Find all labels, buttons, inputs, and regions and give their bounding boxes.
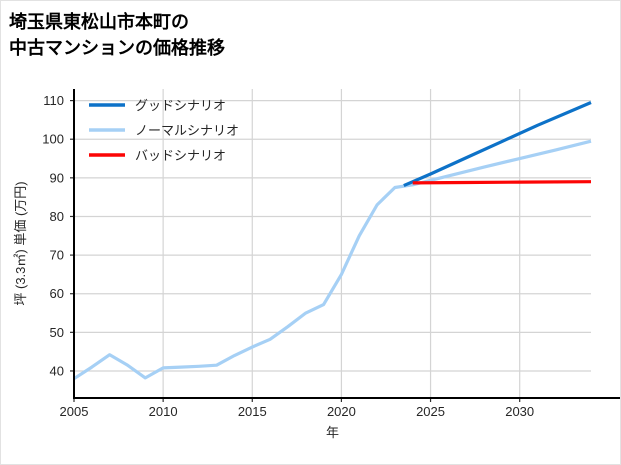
legend-label-2: バッドシナリオ	[135, 148, 226, 163]
y-axis-ticks: 40 50 60 70 80 90 100 110	[42, 93, 74, 378]
x-axis-ticks: 2005 2010 2015 2020 2025 2030	[60, 398, 534, 419]
y-tick-label: 40	[50, 363, 64, 378]
x-axis-label: 年	[326, 425, 339, 440]
x-tick-label: 2025	[416, 404, 445, 419]
y-tick-label: 110	[43, 93, 64, 108]
y-tick-label: 90	[50, 170, 64, 185]
y-axis-label: 坪 (3.3㎡) 単価 (万円)	[13, 181, 28, 305]
y-tick-label: 70	[50, 248, 64, 263]
y-tick-label: 50	[50, 325, 64, 340]
page-title: 埼玉県東松山市本町の 中古マンションの価格推移	[9, 12, 225, 59]
x-tick-label: 2030	[505, 404, 534, 419]
series-line-1	[73, 139, 592, 381]
x-tick-label: 2005	[60, 404, 89, 419]
series-line-2	[412, 180, 592, 185]
series-lines	[73, 101, 592, 381]
x-tick-label: 2015	[238, 404, 267, 419]
legend-label-0: グッドシナリオ	[135, 98, 226, 113]
y-tick-label: 60	[50, 286, 64, 301]
x-tick-label: 2010	[149, 404, 178, 419]
legend-label-1: ノーマルシナリオ	[135, 123, 239, 138]
x-tick-label: 2020	[327, 404, 356, 419]
y-tick-label: 80	[50, 209, 64, 224]
series-line-0	[403, 101, 592, 188]
y-tick-label: 100	[42, 132, 64, 147]
axis-lines	[73, 89, 620, 399]
